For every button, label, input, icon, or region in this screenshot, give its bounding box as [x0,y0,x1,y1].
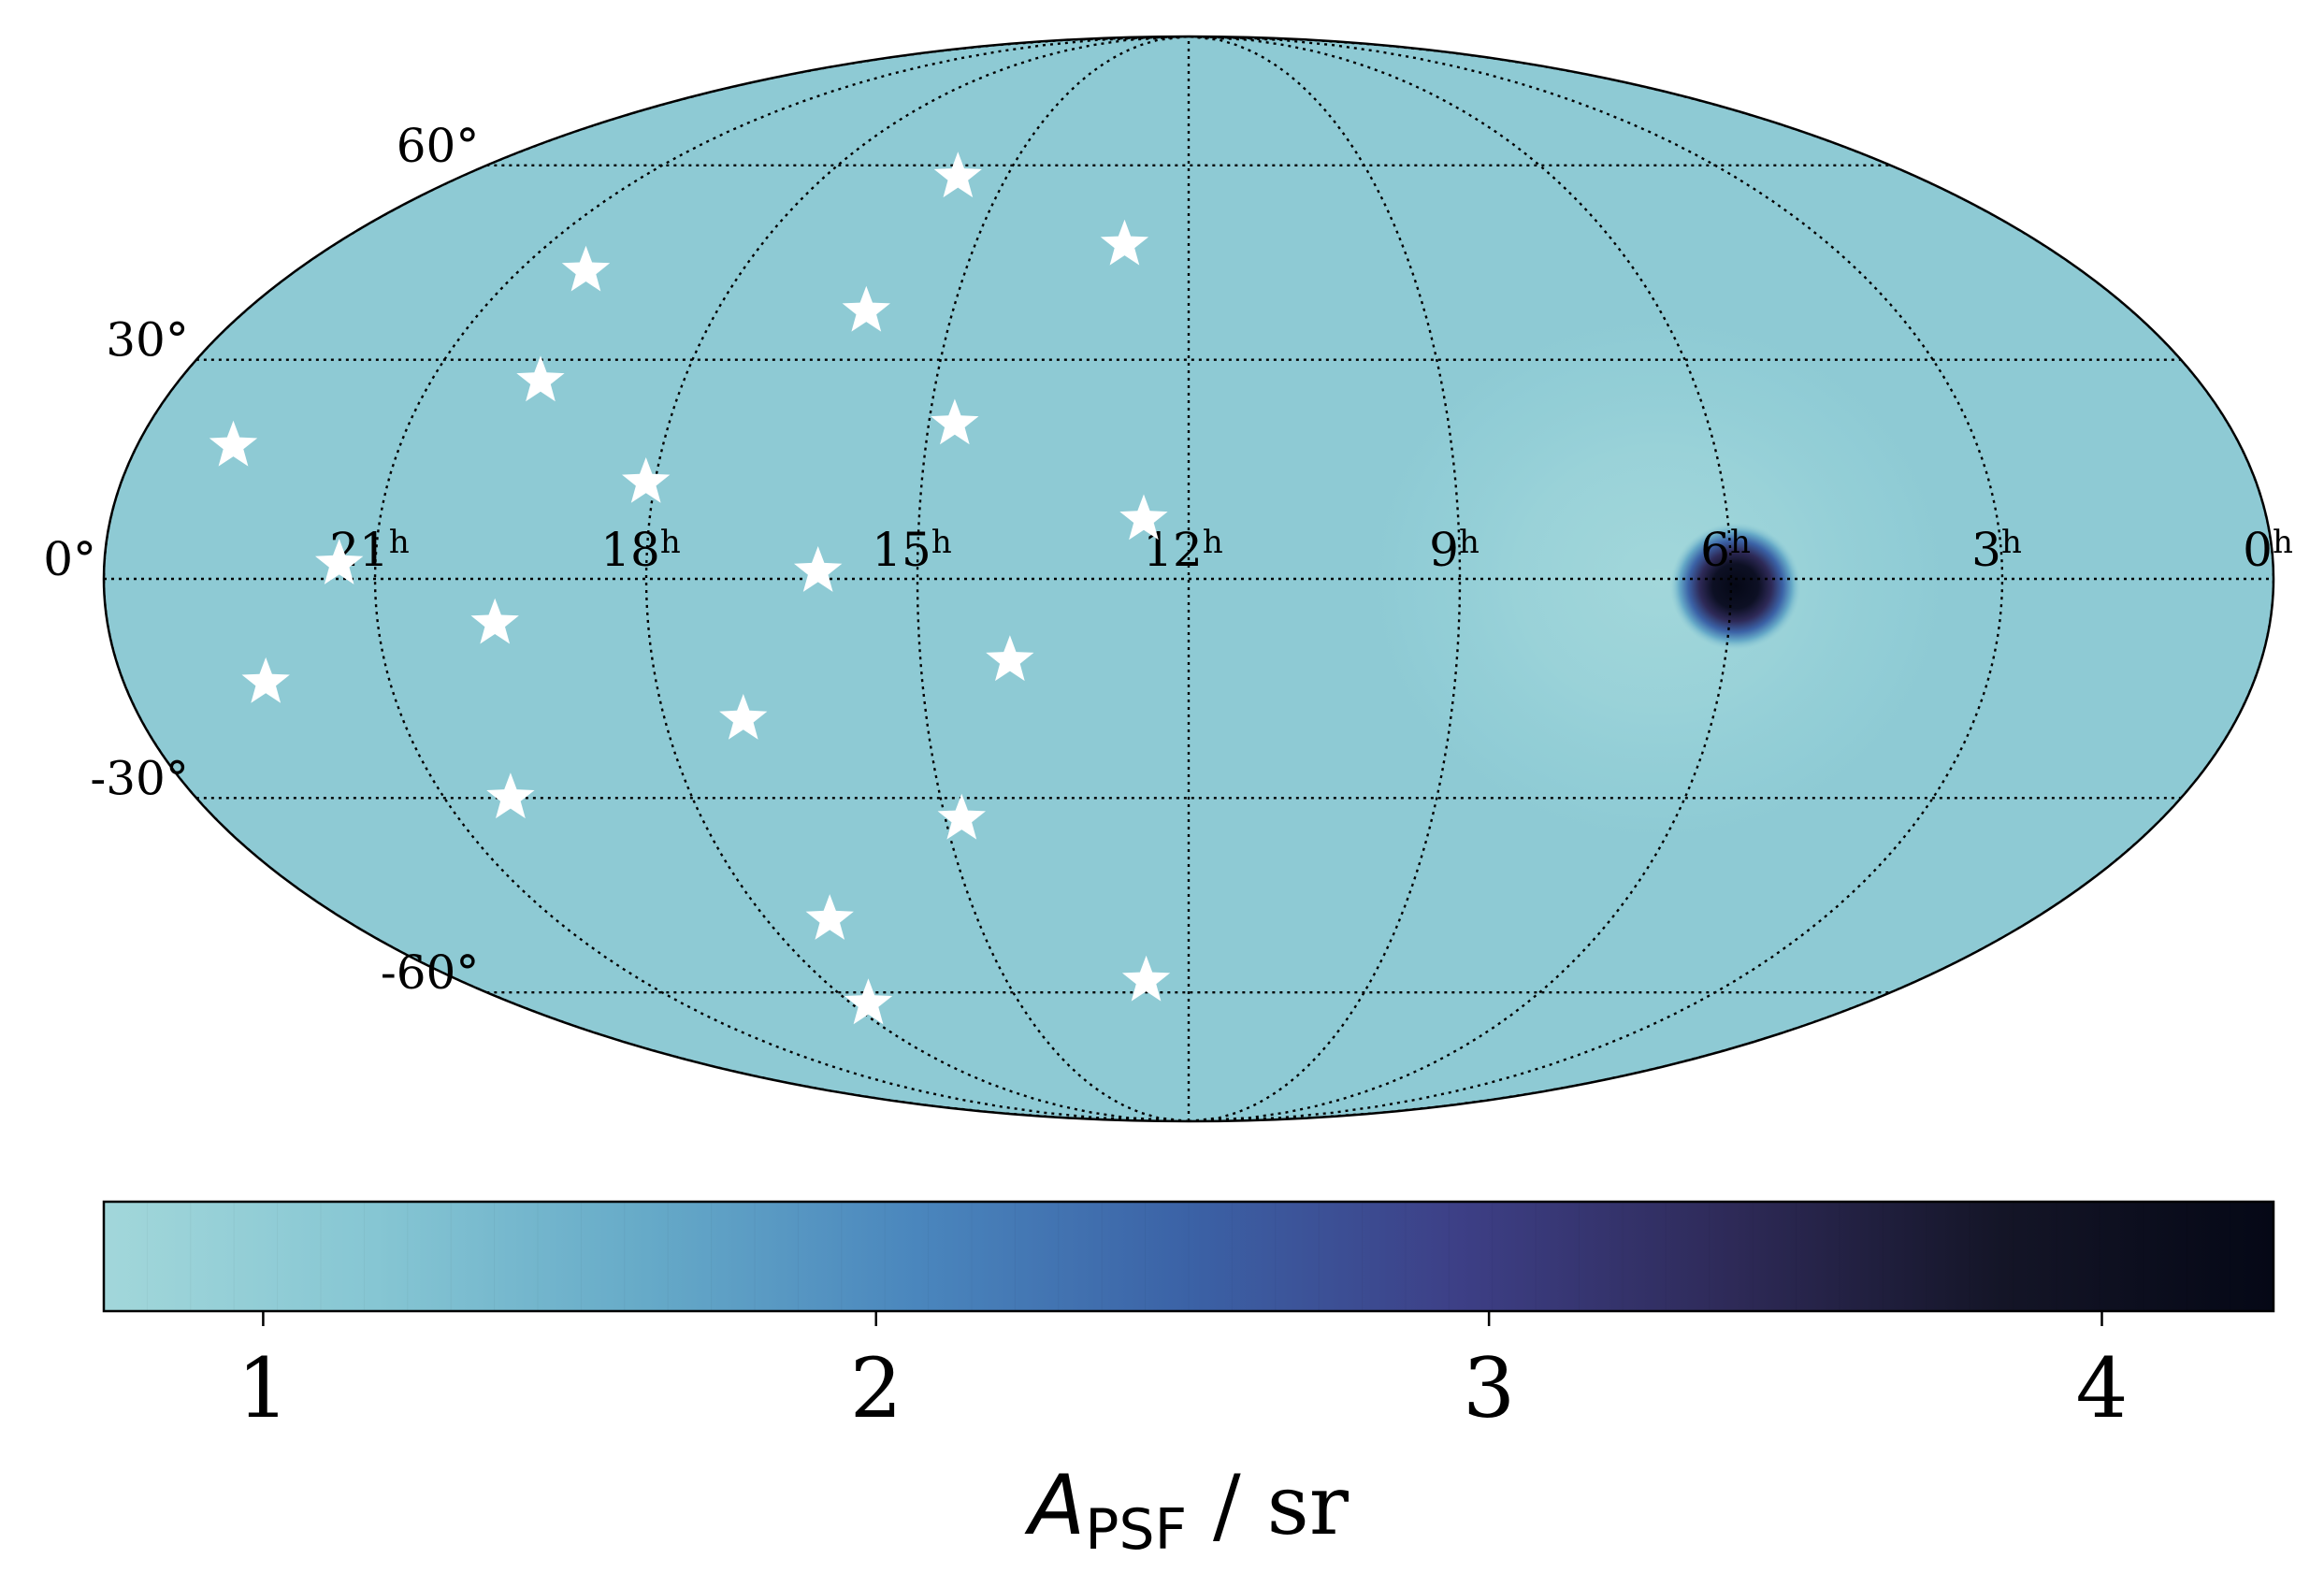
ra-tick-value: 6 [1700,523,1730,577]
ra-tick-label: 0h [2243,523,2293,577]
dec-tick-labels: 60° 30° 0° -30° -60° [43,119,479,1000]
colorbar-label-main: A [1024,1457,1085,1553]
star-marker [937,793,986,840]
star-marker [486,772,535,819]
sky-outline [102,35,2275,1123]
star-marker [844,978,893,1025]
star-marker [933,151,982,198]
peak-hotspot [1669,522,1801,650]
star-marker [516,355,565,402]
colorbar-tick-label: 1 [237,1340,289,1436]
star-marker [241,656,290,703]
ra-tick-unit: h [389,524,410,561]
star-marker [315,539,364,584]
ra-tick-unit: h [1459,524,1480,561]
ra-tick-label: 6h [1700,523,1751,577]
dec-tick-label: 60° [397,119,480,173]
ra-tick-unit: h [660,524,681,561]
colorbar-ticks: 1 2 3 4 [237,1311,2128,1436]
star-marker [842,285,890,332]
star-marker [931,398,979,445]
ra-tick-label: 15h [872,523,952,577]
star-marker [1121,955,1171,1002]
meridian-line [1188,36,1733,1121]
dec-tick-label: -60° [381,945,480,1000]
meridian-line [644,36,1190,1121]
dec-tick-label: 30° [106,313,189,368]
dec-tick-label: 0° [43,532,96,586]
colorbar-tick-label: 4 [2075,1340,2128,1436]
star-marker [561,245,611,292]
star-marker [470,598,519,644]
star-marker [1100,219,1149,266]
colorbar-tick-label: 3 [1463,1340,1515,1436]
colorbar: 1 2 3 4 APSF / sr [102,1200,2275,1563]
star-markers [209,151,1171,1025]
colorbar-label-sub: PSF [1085,1497,1187,1563]
halo-region [1350,298,1968,859]
colorbar-label-unit: / sr [1187,1457,1350,1553]
colorbar-body [104,1202,2273,1311]
ra-tick-unit: h [2273,524,2293,561]
star-marker [986,635,1034,682]
star-marker [209,420,258,467]
ra-tick-value: 3 [1971,523,2001,577]
colorbar-frame [102,1200,2275,1313]
star-marker [1119,494,1168,541]
sky-map: 21h 18h 15h 12h 9h 6h 3h 0h 60°30°0°-30°-60° [43,35,2293,1123]
ra-tick-unit: h [931,524,952,561]
star-marker [622,457,671,503]
star-marker [719,694,768,740]
star-marker [805,894,854,940]
star-marker [794,546,843,592]
colorbar-tick-label: 2 [850,1340,902,1436]
ra-tick-unit: h [1203,524,1223,561]
ra-tick-label: 18h [600,523,681,577]
ra-tick-unit: h [2001,524,2022,561]
ra-tick-value: 18 [600,523,660,577]
ra-tick-label: 3h [1971,523,2022,577]
colorbar-label: APSF / sr [1024,1457,1350,1563]
ra-tick-value: 15 [872,523,931,577]
dec-tick-label: -30° [90,751,189,805]
ra-tick-unit: h [1730,524,1751,561]
ra-tick-value: 0 [2243,523,2273,577]
ra-tick-label: 9h [1429,523,1480,577]
ra-tick-value: 9 [1429,523,1459,577]
meridian-line [373,36,1190,1121]
